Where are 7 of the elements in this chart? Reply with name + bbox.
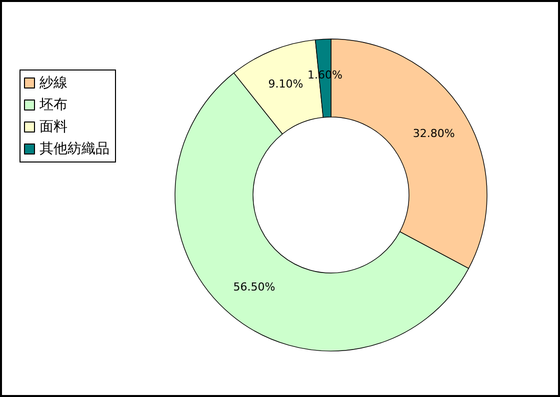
legend-label: 面料	[40, 119, 68, 135]
legend-label: 其他紡織品	[40, 141, 110, 157]
data-label: 56.50%	[233, 280, 276, 294]
data-label: 9.10%	[268, 77, 304, 90]
legend-label: 紗線	[40, 75, 68, 91]
data-label: 32.80%	[412, 126, 455, 140]
legend-label: 坯布	[38, 97, 68, 113]
